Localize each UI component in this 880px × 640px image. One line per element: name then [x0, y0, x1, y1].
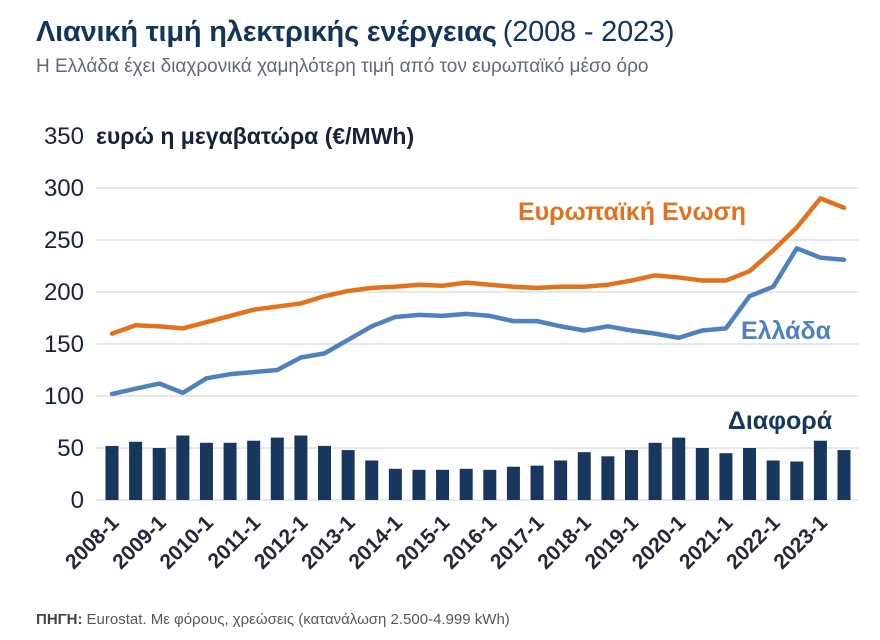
- diff-bar: [270, 437, 284, 501]
- diff-bar: [223, 443, 237, 501]
- diff-bar: [837, 450, 851, 501]
- footer: ΠΗΓΗ: Eurostat. Με φόρους, χρεώσεις (κατα…: [36, 611, 510, 628]
- y-tick-label: 150: [44, 331, 84, 358]
- x-tick-label: 2023-1: [769, 511, 832, 574]
- diff-bar: [105, 446, 119, 501]
- y-tick-label: 50: [57, 435, 84, 462]
- source-text: Eurostat. Με φόρους, χρεώσεις (κατανάλωσ…: [86, 611, 510, 628]
- y-tick-label: 250: [44, 227, 84, 254]
- eu-line: [109, 196, 847, 337]
- diff-bar: [766, 460, 780, 501]
- diff-bar: [129, 442, 143, 501]
- page-title: Λιανική τιμή ηλεκτρικής ενέργειας (2008 -…: [36, 16, 844, 49]
- y-tick-label: 300: [44, 175, 84, 202]
- diff-bar: [388, 469, 402, 501]
- diff-bar: [483, 470, 497, 501]
- diff-bar: [719, 453, 733, 501]
- eu-series-label: Ευρωπαϊκή Ενωση: [518, 198, 746, 226]
- greece-line: [109, 246, 847, 397]
- subtitle: Η Ελλάδα έχει διαχρονικά χαμηλότερη τιμή…: [36, 56, 649, 78]
- y-axis-unit-label: ευρώ η μεγαβατώρα (€/MWh): [96, 123, 414, 149]
- chart-area: 0 50 100 150 200 250 300 350 ευρώ η μεγαβατώρα (…: [0, 88, 880, 585]
- y-tick-label: 100: [44, 383, 84, 410]
- y-tick-label: 200: [44, 279, 84, 306]
- diff-bar: [247, 441, 261, 501]
- diff-bar: [743, 448, 757, 501]
- diff-bar: [577, 452, 591, 501]
- y-tick-label: 350: [44, 123, 84, 150]
- diff-bar: [176, 435, 190, 501]
- diff-bar: [459, 469, 473, 501]
- diff-bar: [530, 466, 544, 501]
- diff-bar: [672, 437, 686, 501]
- chart-svg: 0 50 100 150 200 250 300 350 ευρώ η μεγαβατώρα (…: [44, 123, 858, 574]
- diff-bar: [554, 460, 568, 501]
- diff-bar: [294, 435, 308, 501]
- diff-bar: [412, 470, 426, 501]
- x-tick-label: 2010-1: [155, 511, 218, 574]
- diff-bar: [790, 461, 804, 501]
- diff-bar: [695, 448, 709, 501]
- diff-bar: [624, 450, 638, 501]
- diff-bar: [506, 467, 520, 501]
- diff-bar: [318, 446, 332, 501]
- diff-bar: [436, 470, 450, 501]
- header: Λιανική τιμή ηλεκτρικής ενέργειας (2008 -…: [0, 0, 880, 78]
- diff-bar: [152, 448, 166, 501]
- title-main: Λιανική τιμή ηλεκτρικής ενέργειας: [36, 16, 497, 48]
- title-years: (2008 - 2023): [502, 16, 675, 48]
- source-label: ΠΗΓΗ:: [36, 611, 83, 628]
- diff-bar: [813, 441, 827, 501]
- greece-series-label: Ελλάδα: [741, 317, 832, 345]
- diff-bar: [601, 456, 615, 501]
- diff-bar: [648, 443, 662, 501]
- diff-bar: [199, 443, 213, 501]
- diff-bar: [365, 460, 379, 501]
- diff-bar: [341, 450, 355, 501]
- diff-series-label: Διαφορά: [728, 407, 833, 435]
- y-tick-label: 0: [71, 487, 84, 514]
